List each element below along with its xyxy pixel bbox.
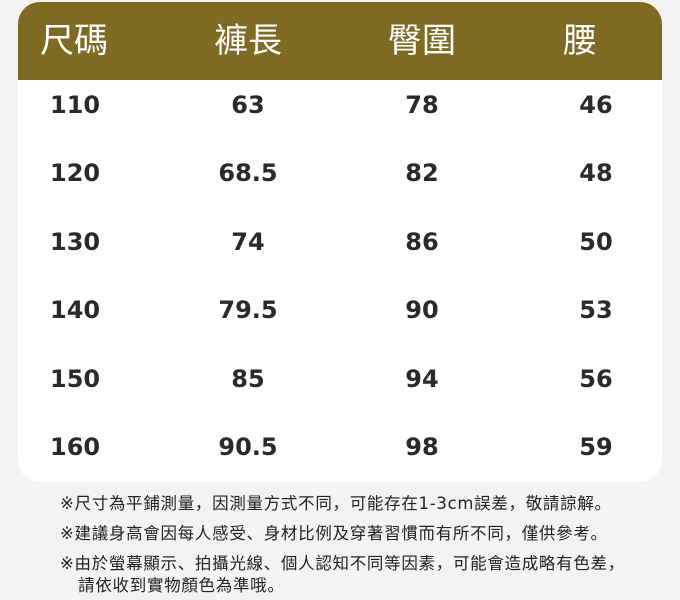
note: ※尺寸為平鋪測量，因測量方式不同，可能存在1-3cm誤差，敬請諒解。 [60,494,612,513]
table-cell: 130 [50,227,101,256]
table-cell: 59 [579,433,613,461]
header-cell: 腰圍 [563,21,597,139]
table-cell: 82 [405,159,439,188]
table-cell: 90 [405,296,439,325]
table-cell: 86 [405,227,439,256]
header-cell: 褲長 [214,21,282,61]
table-cell: 120 [50,159,101,188]
table-cell: 150 [50,364,101,393]
size-table: 尺碼 褲長 臀圍 腰圍 110 63 78 46 120 68.5 82 48 130 74 86 50 14… [18,2,662,482]
table-cell: 90.5 [218,433,278,461]
table-row: 120 68.5 82 48 [18,153,662,193]
table-row: 140 79.5 90 53 [18,290,662,330]
table-cell: 160 [50,433,101,461]
table-cell: 98 [405,433,439,461]
table-cell: 53 [579,296,613,325]
table-row: 150 85 94 56 [18,359,662,399]
table-cell: 79.5 [218,296,278,325]
table-cell: 63 [231,91,265,119]
header-cell: 尺碼 [40,21,108,61]
note: ※建議身高會因每人感受、身材比例及穿著習慣而有所不同，僅供參考。 [60,524,608,543]
table-cell: 94 [405,364,439,393]
table-cell: 78 [405,91,439,119]
table-cell: 140 [50,296,101,325]
table-row: 110 63 78 46 [18,85,662,125]
header-cell: 臀圍 [388,21,456,61]
table-header: 尺碼 褲長 臀圍 腰圍 [18,2,662,139]
table-cell: 50 [579,227,613,256]
table-cell: 48 [579,159,613,188]
note: ※由於螢幕顯示、拍攝光線、個人認知不同等因素，可能會造成略有色差，請依收到實物顏… [60,554,625,595]
table-row: 160 90.5 98 59 [18,427,662,467]
notes: ※尺寸為平鋪測量，因測量方式不同，可能存在1-3cm誤差，敬請諒解。 ※建議身高會… [60,493,638,597]
table-row: 130 74 86 50 [18,222,662,262]
table-cell: 68.5 [218,159,278,188]
table-cell: 46 [579,91,613,119]
table-cell: 110 [50,91,101,119]
table-cell: 85 [231,364,265,393]
table-cell: 56 [579,364,613,393]
table-cell: 74 [231,227,265,256]
